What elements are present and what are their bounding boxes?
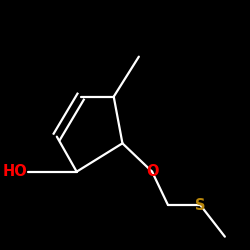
Text: S: S xyxy=(195,198,205,212)
Text: O: O xyxy=(146,164,158,179)
Text: HO: HO xyxy=(3,164,28,179)
